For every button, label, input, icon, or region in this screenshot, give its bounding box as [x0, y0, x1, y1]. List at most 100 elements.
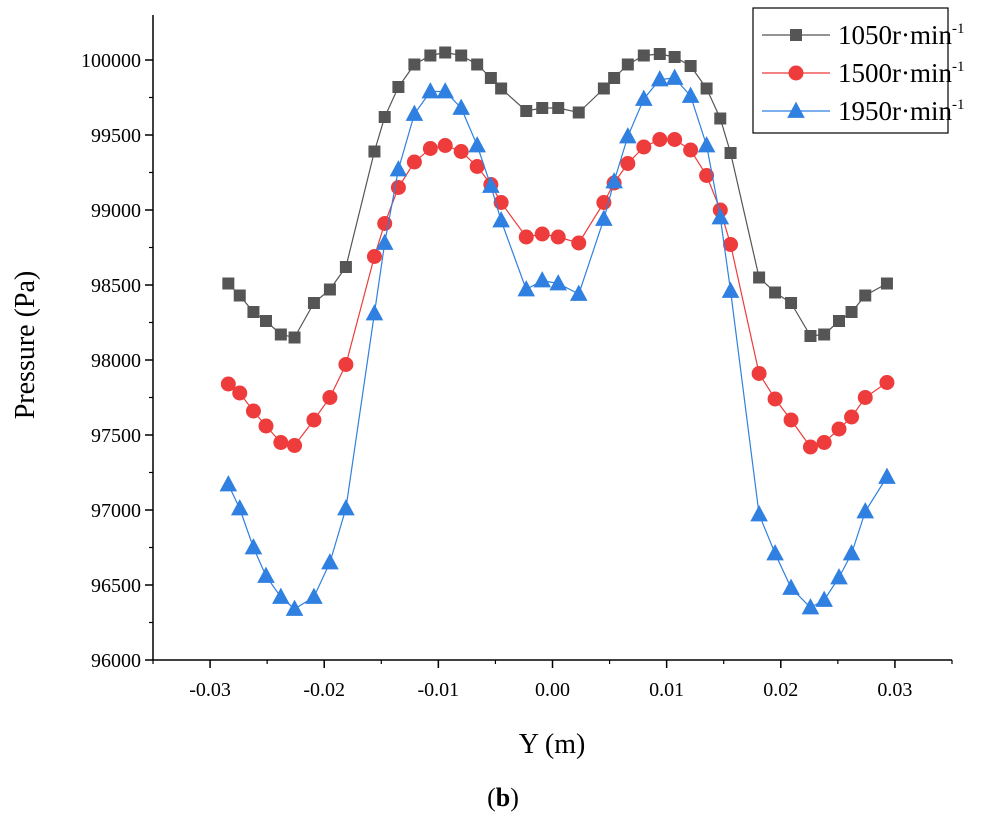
triangle-marker: [533, 271, 552, 288]
legend-box: [752, 7, 949, 134]
triangle-marker: [365, 304, 384, 321]
triangle-marker: [711, 208, 730, 225]
triangle-marker: [782, 578, 800, 595]
series-layer: [219, 46, 896, 616]
triangle-marker: [721, 281, 740, 298]
triangle-marker: [549, 274, 568, 291]
square-marker: [222, 277, 235, 290]
triangle-marker: [681, 86, 700, 103]
triangle-marker: [766, 544, 784, 561]
triangle-marker: [305, 587, 323, 604]
triangle-marker: [830, 568, 848, 585]
square-marker: [424, 49, 437, 62]
circle-marker: [220, 376, 236, 392]
circle-marker: [879, 375, 895, 390]
y-tick-label: 96000: [91, 650, 141, 672]
square-marker: [859, 289, 872, 302]
square-marker: [572, 106, 585, 119]
x-tick-label: -0.03: [189, 679, 231, 701]
square-marker: [769, 286, 782, 299]
triangle-marker: [856, 502, 875, 519]
circle-marker: [571, 235, 587, 251]
square-marker: [845, 306, 858, 318]
square-marker: [439, 46, 452, 59]
y-tick-label: 99500: [91, 125, 141, 147]
triangle-marker: [635, 89, 653, 106]
circle-marker: [831, 421, 847, 437]
triangle-marker: [452, 98, 470, 115]
triangle-marker: [482, 176, 500, 193]
square-marker: [408, 58, 421, 71]
square-marker: [378, 111, 391, 123]
x-axis-title: Y (m): [519, 729, 586, 760]
triangle-marker: [750, 505, 768, 522]
y-axis-title: Pressure (Pa): [10, 271, 41, 420]
y-tick-label: 96500: [91, 575, 141, 597]
square-marker: [724, 147, 737, 159]
triangle-marker: [337, 499, 355, 516]
triangle-marker: [697, 136, 716, 153]
legend-label: 1950r·min-1: [838, 96, 965, 126]
circle-marker: [788, 65, 804, 81]
triangle-marker: [801, 598, 820, 615]
triangle-marker: [517, 280, 536, 297]
triangle-marker: [595, 209, 613, 226]
x-tick-label: -0.02: [303, 679, 345, 701]
circle-marker: [550, 229, 566, 245]
triangle-marker: [321, 553, 339, 570]
square-marker: [288, 331, 301, 344]
circle-marker: [783, 412, 799, 428]
circle-marker: [802, 439, 818, 455]
square-marker: [520, 105, 533, 117]
y-tick-label: 98000: [91, 350, 141, 372]
legend-item: 1500r·min-1: [762, 58, 965, 88]
square-marker: [714, 112, 727, 125]
circle-marker: [636, 139, 652, 155]
circle-marker: [366, 249, 382, 264]
square-marker: [637, 49, 650, 62]
triangle-marker: [842, 544, 861, 561]
x-tick-label: 0.03: [877, 679, 912, 701]
triangle-marker: [468, 136, 486, 153]
square-marker: [621, 58, 634, 71]
triangle-marker: [569, 284, 588, 301]
triangle-marker: [375, 233, 394, 250]
square-marker: [804, 330, 817, 342]
x-tick-label: 0.02: [763, 679, 798, 701]
square-marker: [339, 261, 352, 273]
caption-open: (: [487, 783, 496, 812]
square-marker: [608, 72, 621, 84]
legend-name: 1050r·min: [838, 20, 952, 50]
triangle-marker: [436, 82, 455, 99]
circle-marker: [338, 357, 354, 372]
x-tick-label: 0.00: [535, 679, 570, 701]
y-tick-label: 97000: [91, 500, 141, 522]
square-marker: [323, 283, 336, 296]
circle-marker: [390, 180, 406, 195]
square-marker: [495, 82, 508, 95]
circle-marker: [652, 132, 668, 147]
triangle-marker: [405, 104, 424, 121]
caption-label: b: [496, 783, 510, 812]
square-marker: [392, 81, 405, 93]
triangle-marker: [257, 566, 275, 583]
series-1: [222, 46, 893, 344]
circle-marker: [469, 159, 485, 174]
square-marker: [247, 306, 260, 318]
series-line: [227, 77, 888, 610]
triangle-marker: [492, 211, 510, 228]
series-2: [220, 132, 895, 455]
square-marker: [653, 48, 666, 60]
legend-superscript: -1: [952, 59, 965, 75]
circle-marker: [377, 216, 393, 231]
circle-marker: [816, 435, 832, 450]
y-ticks: 96000 96500 97000 97500 98000 98500 99000 99500…: [81, 50, 153, 672]
circle-marker: [406, 154, 422, 170]
y-tick-label: 99000: [91, 200, 141, 222]
triangle-marker: [650, 70, 669, 87]
legend-superscript: -1: [952, 97, 965, 113]
square-marker: [536, 102, 549, 114]
legend-name: 1500r·min: [838, 58, 952, 88]
